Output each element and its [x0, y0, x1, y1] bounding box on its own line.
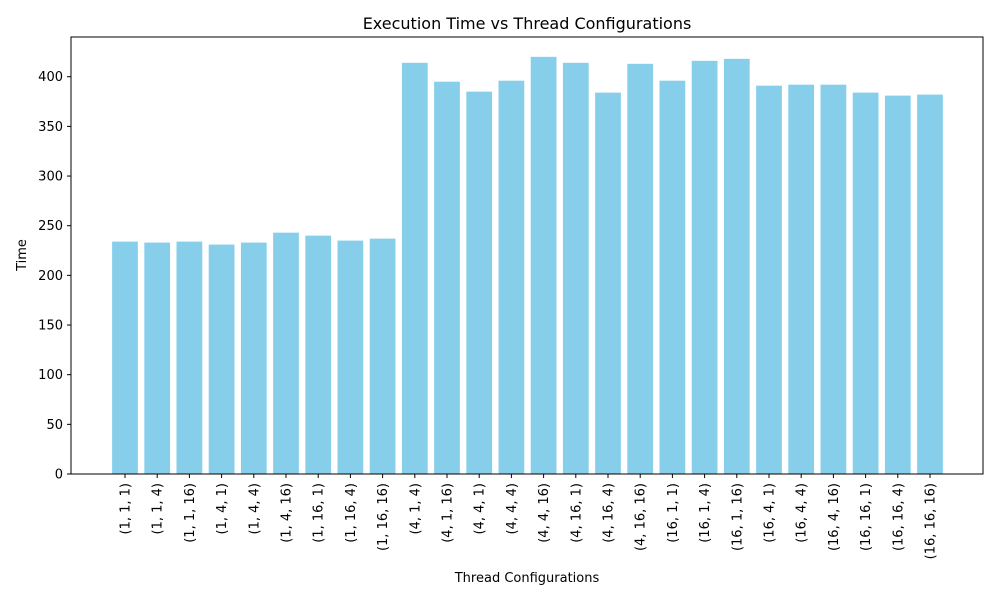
bar	[756, 85, 782, 475]
bar	[144, 242, 171, 474]
bar	[852, 92, 879, 475]
y-tick-label: 250	[38, 219, 63, 234]
x-tick-label: (1, 16, 16)	[376, 483, 391, 551]
x-tick-label: (1, 4, 16)	[280, 483, 295, 543]
y-tick-label: 400	[38, 70, 63, 85]
x-tick-label: (4, 4, 16)	[537, 483, 552, 543]
bar	[820, 84, 847, 475]
bar	[562, 62, 589, 474]
bar	[369, 238, 396, 474]
x-tick-label: (4, 1, 16)	[441, 483, 456, 543]
x-tick-label: (16, 4, 1)	[763, 483, 778, 543]
x-tick-label: (16, 4, 16)	[827, 483, 842, 551]
x-tick-label: (4, 4, 4)	[505, 483, 520, 535]
bar	[595, 92, 621, 475]
bar	[208, 244, 235, 474]
y-tick-label: 0	[55, 468, 63, 483]
x-tick-label: (16, 1, 4)	[698, 483, 713, 543]
y-tick-label: 150	[38, 319, 63, 334]
x-tick-label: (1, 16, 1)	[312, 483, 327, 543]
bar	[530, 56, 557, 475]
x-tick-label: (16, 4, 4)	[795, 483, 810, 543]
x-tick-label: (16, 1, 16)	[730, 483, 745, 551]
x-tick-label: (16, 16, 4)	[891, 483, 906, 551]
x-tick-label: (4, 4, 1)	[473, 483, 488, 535]
bar	[112, 241, 138, 474]
y-axis: 0 50 100 150 200 250 300 350 400	[38, 70, 71, 483]
x-axis: (1, 1, 1) (1, 1, 4) (1, 1, 16) (1, 4, 1) (1,…	[119, 474, 939, 559]
x-tick-label: (1, 4, 4)	[247, 483, 262, 535]
x-tick-label: (4, 16, 1)	[569, 483, 584, 543]
bar	[176, 241, 203, 474]
y-tick-label: 300	[38, 170, 63, 185]
bar	[401, 62, 428, 474]
bar	[884, 95, 911, 474]
x-tick-label: (1, 1, 1)	[119, 483, 134, 535]
y-tick-label: 350	[38, 120, 63, 135]
bar	[273, 232, 299, 474]
bar	[659, 80, 686, 474]
plot-frame	[70, 36, 984, 475]
y-tick-label: 200	[38, 269, 63, 284]
bar	[337, 240, 364, 474]
x-tick-label: (1, 16, 4)	[344, 483, 359, 543]
y-axis-label: Time	[15, 239, 30, 272]
x-tick-label: (16, 16, 1)	[859, 483, 874, 551]
x-tick-label: (1, 1, 16)	[183, 483, 198, 543]
x-tick-label: (4, 1, 4)	[408, 483, 423, 535]
x-tick-label: (1, 1, 4)	[151, 483, 166, 535]
bar	[627, 63, 654, 474]
bar	[917, 94, 943, 474]
bar	[305, 235, 332, 474]
bar	[691, 60, 718, 475]
bar	[434, 81, 460, 474]
x-tick-label: (16, 1, 1)	[666, 483, 681, 543]
bar	[240, 242, 267, 474]
bar	[466, 91, 493, 475]
bars-group	[112, 56, 943, 475]
bar	[723, 58, 750, 474]
y-tick-label: 50	[46, 418, 63, 433]
chart-title: Execution Time vs Thread Configurations	[363, 14, 692, 33]
x-tick-label: (4, 16, 4)	[602, 483, 617, 543]
bar	[498, 80, 525, 474]
bar	[788, 84, 815, 475]
x-tick-label: (1, 4, 1)	[215, 483, 230, 535]
x-axis-label: Thread Configurations	[454, 571, 600, 586]
x-tick-label: (16, 16, 16)	[924, 483, 939, 559]
x-tick-label: (4, 16, 16)	[634, 483, 649, 551]
y-tick-label: 100	[38, 368, 63, 383]
